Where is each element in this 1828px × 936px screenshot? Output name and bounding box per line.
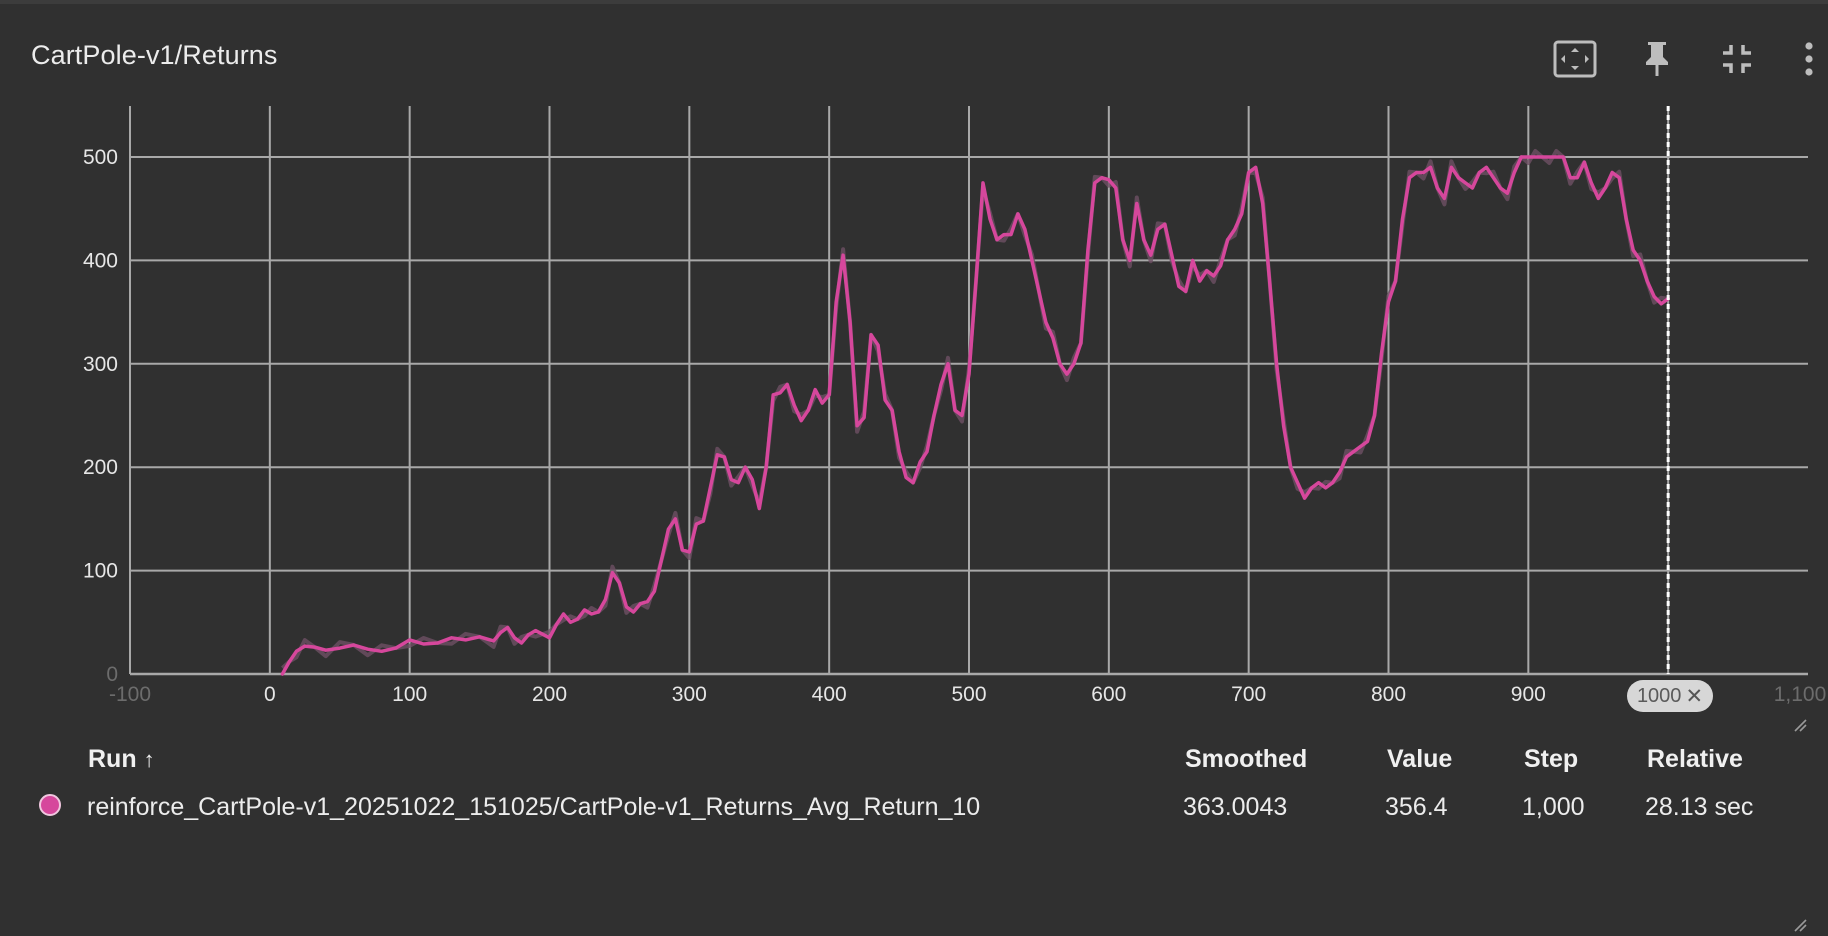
fit-to-screen-button[interactable] bbox=[1550, 34, 1600, 84]
chart-area[interactable]: 0 100 200 300 400 500 0 100 200 300 400 500 600 700 80… bbox=[0, 99, 1828, 739]
run-name: reinforce_CartPole-v1_20251022_151025/Ca… bbox=[87, 793, 981, 821]
raw-series-line bbox=[281, 149, 1669, 670]
step-column-header[interactable]: Step bbox=[1524, 745, 1579, 773]
card-title: CartPole-v1/Returns bbox=[31, 40, 278, 70]
sort-ascending-icon: ↑ bbox=[143, 747, 155, 772]
x-tick-label: 800 bbox=[1371, 683, 1406, 706]
more-options-button[interactable] bbox=[1784, 34, 1828, 84]
run-header-label: Run bbox=[88, 745, 137, 773]
x-tick-label: 300 bbox=[672, 683, 707, 706]
x-tick-label: 100 bbox=[392, 683, 427, 706]
y-tick-label: 400 bbox=[83, 249, 118, 272]
step-value: 1,000 bbox=[1522, 793, 1585, 821]
step-cursor-badge[interactable]: 1000 ✕ bbox=[1627, 680, 1713, 712]
close-icon[interactable]: ✕ bbox=[1685, 684, 1704, 708]
y-tick-label: 500 bbox=[83, 146, 118, 169]
y-tick-label: 0 bbox=[106, 663, 118, 686]
x-tick-label-faded: -100 bbox=[109, 683, 151, 706]
step-cursor-label: 1000 bbox=[1636, 684, 1682, 707]
value-column-header[interactable]: Value bbox=[1387, 745, 1453, 773]
x-tick-label: 400 bbox=[812, 683, 847, 706]
pin-icon bbox=[1646, 42, 1668, 76]
x-tick-label: 500 bbox=[951, 683, 986, 706]
fit-to-screen-icon bbox=[1553, 40, 1597, 78]
relative-value: 28.13 sec bbox=[1645, 793, 1754, 821]
x-tick-label: 700 bbox=[1231, 683, 1266, 706]
chart-resize-icon[interactable] bbox=[1793, 718, 1807, 732]
run-column-header[interactable]: Run ↑ bbox=[88, 745, 155, 774]
y-tick-label: 100 bbox=[83, 560, 118, 583]
smoothed-series-line bbox=[280, 155, 1670, 676]
x-tick-label-faded: 1,100 bbox=[1774, 683, 1827, 706]
x-tick-label: 600 bbox=[1091, 683, 1126, 706]
collapse-icon bbox=[1723, 45, 1751, 73]
y-tick-label: 300 bbox=[83, 353, 118, 376]
card-resize-icon[interactable] bbox=[1793, 918, 1807, 932]
collapse-button[interactable] bbox=[1712, 34, 1762, 84]
x-tick-label: 900 bbox=[1511, 683, 1546, 706]
relative-column-header[interactable]: Relative bbox=[1647, 745, 1743, 773]
x-tick-label: 0 bbox=[264, 683, 276, 706]
x-tick-label: 200 bbox=[532, 683, 567, 706]
smoothed-value: 363.0043 bbox=[1183, 793, 1288, 821]
run-color-dot bbox=[39, 794, 61, 816]
smoothed-column-header[interactable]: Smoothed bbox=[1185, 745, 1308, 773]
more-vert-icon bbox=[1805, 42, 1813, 76]
raw-value: 356.4 bbox=[1385, 793, 1448, 821]
pin-button[interactable] bbox=[1632, 34, 1682, 84]
y-tick-label: 200 bbox=[83, 456, 118, 479]
line-chart[interactable]: 0 100 200 300 400 500 0 100 200 300 400 500 600 700 80… bbox=[0, 99, 1828, 739]
